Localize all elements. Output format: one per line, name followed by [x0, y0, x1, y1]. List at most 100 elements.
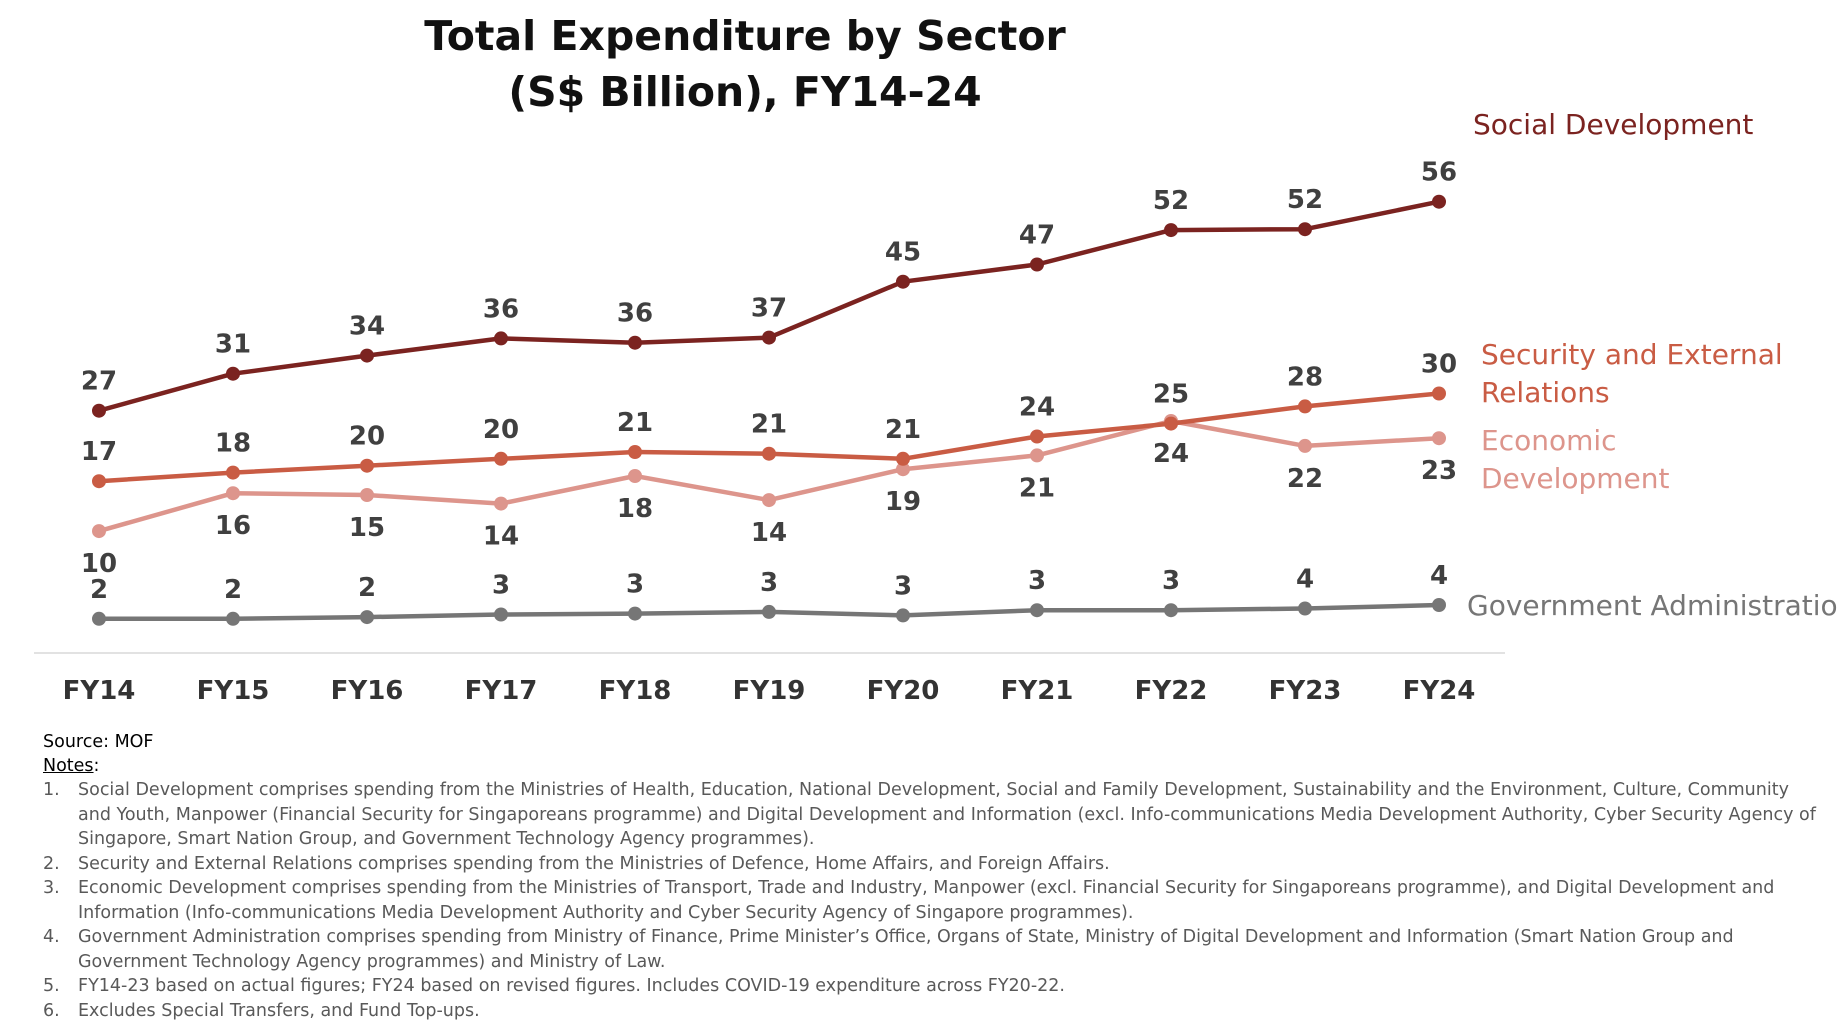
point-social-fy23	[1298, 222, 1312, 237]
data-label-government-fy16: 2	[358, 573, 376, 603]
data-label-social-fy15: 31	[215, 330, 251, 360]
point-security-fy20	[896, 451, 910, 466]
legend-label-economic-line-2: Development	[1481, 462, 1670, 495]
point-economic-fy17	[494, 496, 508, 511]
point-social-fy18	[628, 335, 642, 350]
data-label-social-fy22: 52	[1153, 186, 1189, 216]
point-economic-fy24	[1432, 431, 1446, 446]
point-economic-fy15	[226, 486, 240, 501]
data-label-economic-fy21: 21	[1019, 473, 1055, 503]
point-government-fy15	[226, 611, 240, 626]
note-item: 3. Economic Development comprises spendin…	[43, 876, 1823, 925]
data-label-security-fy18: 21	[617, 408, 653, 438]
data-label-social-fy17: 36	[483, 294, 519, 324]
data-label-economic-fy17: 14	[483, 522, 519, 552]
legend: Government Administration Economic Develop…	[1467, 108, 1838, 622]
point-economic-fy14	[92, 524, 106, 539]
point-government-fy22	[1164, 603, 1178, 618]
data-label-economic-fy24: 23	[1421, 456, 1457, 486]
note-number: 1.	[43, 780, 60, 800]
point-economic-fy21	[1030, 448, 1044, 463]
data-label-security-fy15: 18	[215, 429, 251, 459]
point-government-fy24	[1432, 598, 1446, 612]
note-number: 5.	[43, 976, 60, 996]
data-label-social-fy16: 34	[349, 312, 385, 342]
data-label-economic-fy20: 19	[885, 487, 921, 517]
data-label-social-fy23: 52	[1287, 185, 1323, 215]
note-item: 1. Social Development comprises spending …	[43, 778, 1823, 852]
chart-title-line-1: Total Expenditure by Sector	[424, 12, 1066, 60]
point-security-fy15	[226, 465, 240, 480]
data-label-economic-fy16: 15	[349, 513, 385, 543]
point-economic-fy20	[896, 462, 910, 477]
point-economic-fy18	[628, 469, 642, 483]
point-social-fy16	[360, 348, 374, 363]
data-label-security-fy14: 17	[81, 437, 117, 467]
chart-title-line-2: (S$ Billion), FY14-24	[508, 68, 981, 116]
data-label-social-fy19: 37	[751, 294, 787, 324]
point-social-fy15	[226, 366, 240, 381]
notes-heading: Notes	[43, 756, 94, 776]
data-label-government-fy15: 2	[224, 575, 242, 605]
legend-label-security-line-2: Relations	[1481, 376, 1610, 409]
point-social-fy14	[92, 403, 106, 418]
point-government-fy14	[92, 611, 106, 626]
data-label-economic-fy22: 24	[1153, 439, 1189, 469]
legend-label-government: Government Administration	[1467, 589, 1838, 622]
point-government-fy20	[896, 608, 910, 623]
data-label-social-fy18: 36	[617, 299, 653, 329]
point-security-fy24	[1432, 386, 1446, 401]
note-item: 5. FY14-23 based on actual figures; FY24 …	[43, 974, 1823, 999]
data-label-security-fy16: 20	[349, 422, 385, 452]
point-government-fy17	[494, 607, 508, 622]
notes-list: 1. Social Development comprises spending …	[43, 778, 1823, 1023]
x-axis-tick-labels: FY14 FY15 FY16 FY17 FY18 FY19 FY20 FY21 FY22 FY23…	[63, 676, 1476, 706]
data-label-government-fy19: 3	[760, 568, 778, 598]
point-economic-fy19	[762, 493, 776, 508]
notes-heading-line: Notes:	[43, 754, 1823, 778]
note-number: 2.	[43, 853, 60, 874]
data-label-government-fy21: 3	[1028, 566, 1046, 596]
data-label-social-fy14: 27	[81, 367, 117, 397]
point-government-fy23	[1298, 601, 1312, 616]
point-security-fy19	[762, 446, 776, 461]
x-tick-label-fy16: FY16	[331, 676, 404, 706]
data-label-economic-fy23: 22	[1287, 464, 1323, 494]
data-label-government-fy17: 3	[492, 571, 510, 601]
data-label-security-fy21: 24	[1019, 393, 1055, 423]
legend-label-economic-line-1: Economic	[1481, 424, 1617, 457]
x-tick-label-fy18: FY18	[599, 676, 672, 706]
line-chart: Total Expenditure by Sector (S$ Billion)…	[34, 12, 1838, 706]
note-text: Excludes Special Transfers, and Fund Top…	[78, 1000, 480, 1021]
x-tick-label-fy20: FY20	[867, 676, 940, 706]
point-social-fy24	[1432, 194, 1446, 209]
note-item: 6. Excludes Special Transfers, and Fund T…	[43, 999, 1823, 1024]
data-label-government-fy22: 3	[1162, 566, 1180, 596]
point-social-fy17	[494, 331, 508, 346]
x-tick-label-fy14: FY14	[63, 676, 136, 706]
note-text: Economic Development comprises spending …	[78, 878, 1775, 923]
x-tick-label-fy24: FY24	[1403, 676, 1476, 706]
data-label-economic-fy14: 10	[81, 549, 117, 579]
point-government-fy18	[628, 606, 642, 621]
point-government-fy16	[360, 610, 374, 625]
x-tick-label-fy21: FY21	[1001, 676, 1074, 706]
point-social-fy22	[1164, 223, 1178, 238]
note-text: Government Administration comprises spen…	[78, 927, 1734, 972]
data-label-social-fy21: 47	[1019, 221, 1055, 251]
data-label-security-fy23: 28	[1287, 362, 1323, 392]
point-social-fy19	[762, 330, 776, 345]
x-tick-label-fy23: FY23	[1269, 676, 1342, 706]
x-tick-label-fy17: FY17	[465, 676, 538, 706]
series-security	[92, 386, 1446, 489]
data-label-security-fy22: 25	[1153, 380, 1189, 410]
data-label-government-fy24: 4	[1430, 561, 1448, 591]
point-government-fy21	[1030, 603, 1044, 618]
note-text: FY14-23 based on actual figures; FY24 ba…	[78, 976, 1065, 996]
data-label-security-fy19: 21	[751, 410, 787, 440]
legend-label-security-line-1: Security and External	[1481, 338, 1783, 371]
point-security-fy18	[628, 445, 642, 459]
point-security-fy23	[1298, 399, 1312, 414]
note-number: 4.	[43, 927, 60, 947]
